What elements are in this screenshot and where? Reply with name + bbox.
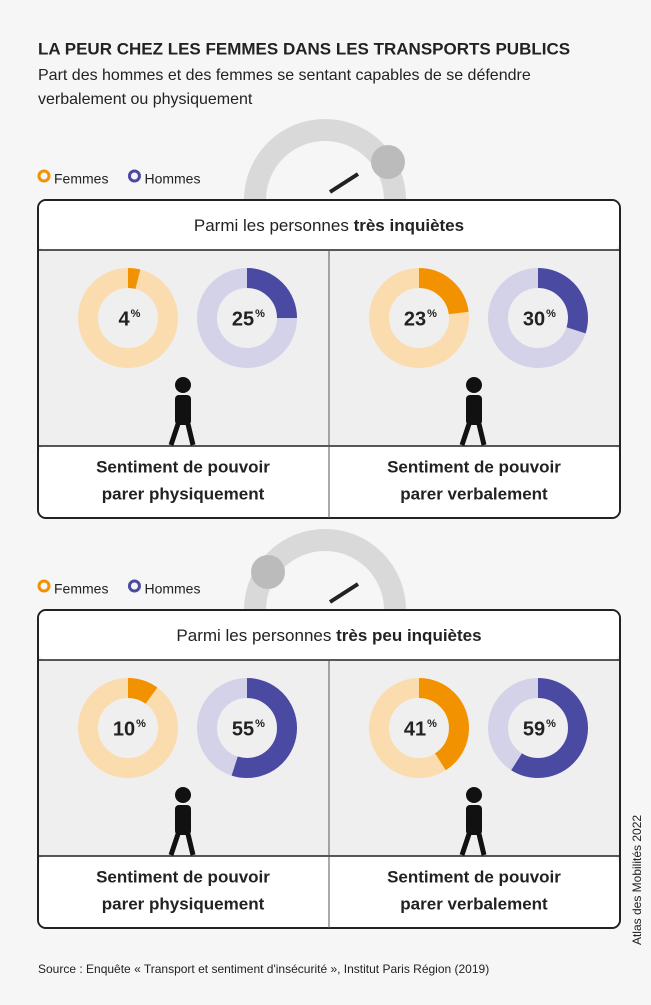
donut-label: 55 [232, 718, 254, 740]
donut-unit: % [546, 718, 556, 730]
figure-head [175, 787, 191, 803]
subtitle: verbalement ou physiquement [38, 91, 253, 108]
donut-label: 41 [404, 718, 426, 740]
infographic: LA PEUR CHEZ LES FEMMES DANS LES TRANSPO… [0, 0, 651, 1005]
figure-body [466, 395, 482, 425]
legend-label: Hommes [144, 581, 200, 597]
panel-header-part: Parmi les personnes [176, 626, 336, 645]
donut-label: 10 [113, 718, 135, 740]
caption: Sentiment de pouvoir [96, 867, 270, 886]
donut-unit: % [546, 308, 556, 320]
figure-body [466, 805, 482, 835]
figure-head [466, 377, 482, 393]
caption: parer verbalement [400, 484, 548, 503]
panel-header: Parmi les personnes très peu inquiètes [176, 626, 481, 645]
donut-unit: % [427, 718, 437, 730]
gauge-face [371, 145, 405, 179]
figure-head [466, 787, 482, 803]
donut-label: 25 [232, 308, 254, 330]
credit: Atlas des Mobilités 2022 [630, 815, 644, 945]
donut-label: 30 [523, 308, 545, 330]
donut-unit: % [131, 308, 141, 320]
donut-unit: % [255, 308, 265, 320]
figure-body [175, 395, 191, 425]
caption: Sentiment de pouvoir [387, 457, 561, 476]
legend-label: Hommes [144, 171, 200, 187]
panel-header-part: très peu inquiètes [336, 626, 481, 645]
caption: Sentiment de pouvoir [387, 867, 561, 886]
donut-unit: % [136, 718, 146, 730]
donut-label: 4 [118, 308, 130, 330]
source: Source : Enquête « Transport et sentimen… [38, 962, 489, 976]
legend-label: Femmes [54, 581, 108, 597]
donut-label: 59 [523, 718, 545, 740]
panel-header: Parmi les personnes très inquiètes [194, 216, 464, 235]
donut-unit: % [255, 718, 265, 730]
caption: parer physiquement [102, 894, 265, 913]
caption: parer physiquement [102, 484, 265, 503]
gauge-face [251, 555, 285, 589]
figure-head [175, 377, 191, 393]
panel-header-part: très inquiètes [354, 216, 465, 235]
donut-unit: % [427, 308, 437, 320]
title: LA PEUR CHEZ LES FEMMES DANS LES TRANSPO… [38, 39, 570, 58]
donut-label: 23 [404, 308, 426, 330]
figure-body [175, 805, 191, 835]
subtitle: Part des hommes et des femmes se sentant… [38, 67, 531, 84]
caption: parer verbalement [400, 894, 548, 913]
caption: Sentiment de pouvoir [96, 457, 270, 476]
panel-header-part: Parmi les personnes [194, 216, 354, 235]
legend-label: Femmes [54, 171, 108, 187]
